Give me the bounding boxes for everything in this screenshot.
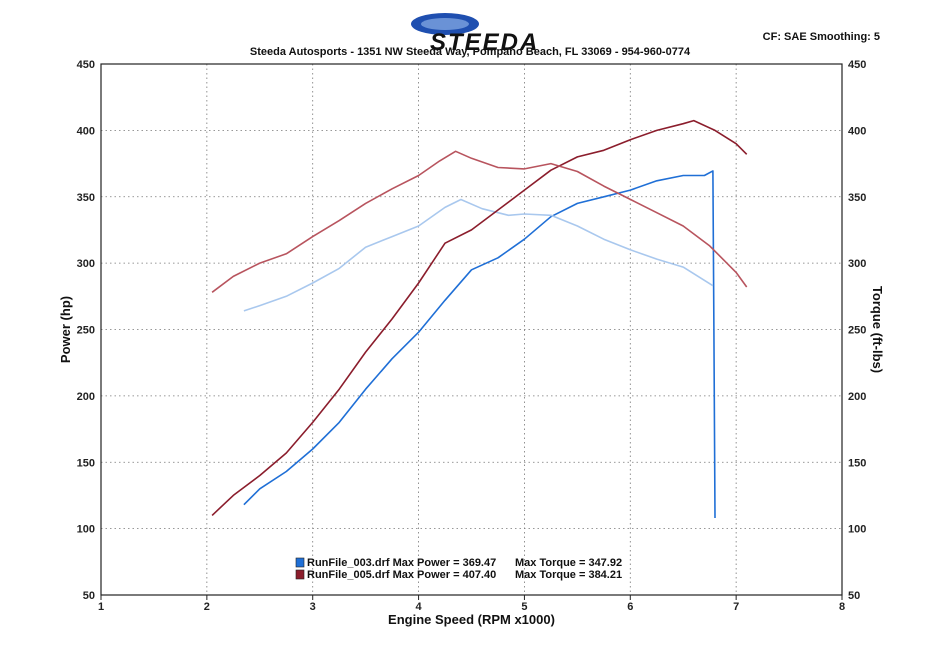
legend: RunFile_003.drf Max Power = 369.47 Max T… xyxy=(295,557,622,581)
series-line-run003-torque xyxy=(243,198,714,312)
y-tick-label: 200 xyxy=(77,391,95,403)
plot-frame xyxy=(100,63,843,596)
correction-settings: CF: SAE Smoothing: 5 xyxy=(763,31,880,43)
logo-wordmark: STEEDA xyxy=(430,29,539,56)
steeda-logo: STEEDA xyxy=(411,13,539,56)
y-tick-label: 150 xyxy=(77,457,95,469)
y-tick-label: 400 xyxy=(77,125,95,137)
x-tick-label: 3 xyxy=(310,601,316,613)
legend-label-run003: RunFile_003.drf Max Power = 369.47 xyxy=(307,557,496,569)
y-tick-label: 300 xyxy=(77,258,95,270)
y2-tick-label: 200 xyxy=(848,391,866,403)
x-tick-label: 4 xyxy=(416,601,423,613)
x-tick-label: 5 xyxy=(521,601,527,613)
x-tick-label: 7 xyxy=(733,601,739,613)
y2-axis-title: Torque (ft-lbs) xyxy=(870,286,885,373)
y-tick-label: 50 xyxy=(83,590,95,602)
y-tick-label: 450 xyxy=(77,59,95,71)
y2-tick-label: 250 xyxy=(848,325,866,337)
legend-torque-run003: Max Torque = 347.92 xyxy=(515,557,622,569)
y2-tick-label: 400 xyxy=(848,125,866,137)
shop-address: Steeda Autosports - 1351 NW Steeda Way, … xyxy=(250,46,691,58)
legend-torque-run005: Max Torque = 384.21 xyxy=(515,569,622,581)
legend-swatch-run005 xyxy=(295,569,305,580)
y2-tick-label: 150 xyxy=(848,457,866,469)
y2-tick-label: 450 xyxy=(848,59,866,71)
y2-tick-label: 300 xyxy=(848,258,866,270)
x-tick-label: 2 xyxy=(204,601,210,613)
y-tick-label: 250 xyxy=(77,325,95,337)
legend-label-run005: RunFile_005.drf Max Power = 407.40 xyxy=(307,569,496,581)
y2-tick-label: 350 xyxy=(848,192,866,204)
y2-tick-label: 100 xyxy=(848,524,866,536)
x-axis-title: Engine Speed (RPM x1000) xyxy=(388,612,555,627)
series xyxy=(211,119,748,519)
series-line-run003-power xyxy=(243,170,716,519)
y-axis-title: Power (hp) xyxy=(58,296,73,363)
x-tick-label: 1 xyxy=(98,601,104,613)
series-line-run005-power xyxy=(211,119,748,516)
grid xyxy=(101,64,842,595)
axis-ticks: 1 2 3 4 5 6 7 850100150200250300350400450501001… xyxy=(77,59,867,613)
x-tick-label: 8 xyxy=(839,601,845,613)
logo-oval-highlight xyxy=(421,18,469,30)
y2-tick-label: 50 xyxy=(848,590,860,602)
series-line-run005-torque xyxy=(211,150,748,293)
x-tick-label: 6 xyxy=(627,601,633,613)
y-tick-label: 100 xyxy=(77,524,95,536)
y-tick-label: 350 xyxy=(77,192,95,204)
legend-swatch-run003 xyxy=(295,557,305,568)
